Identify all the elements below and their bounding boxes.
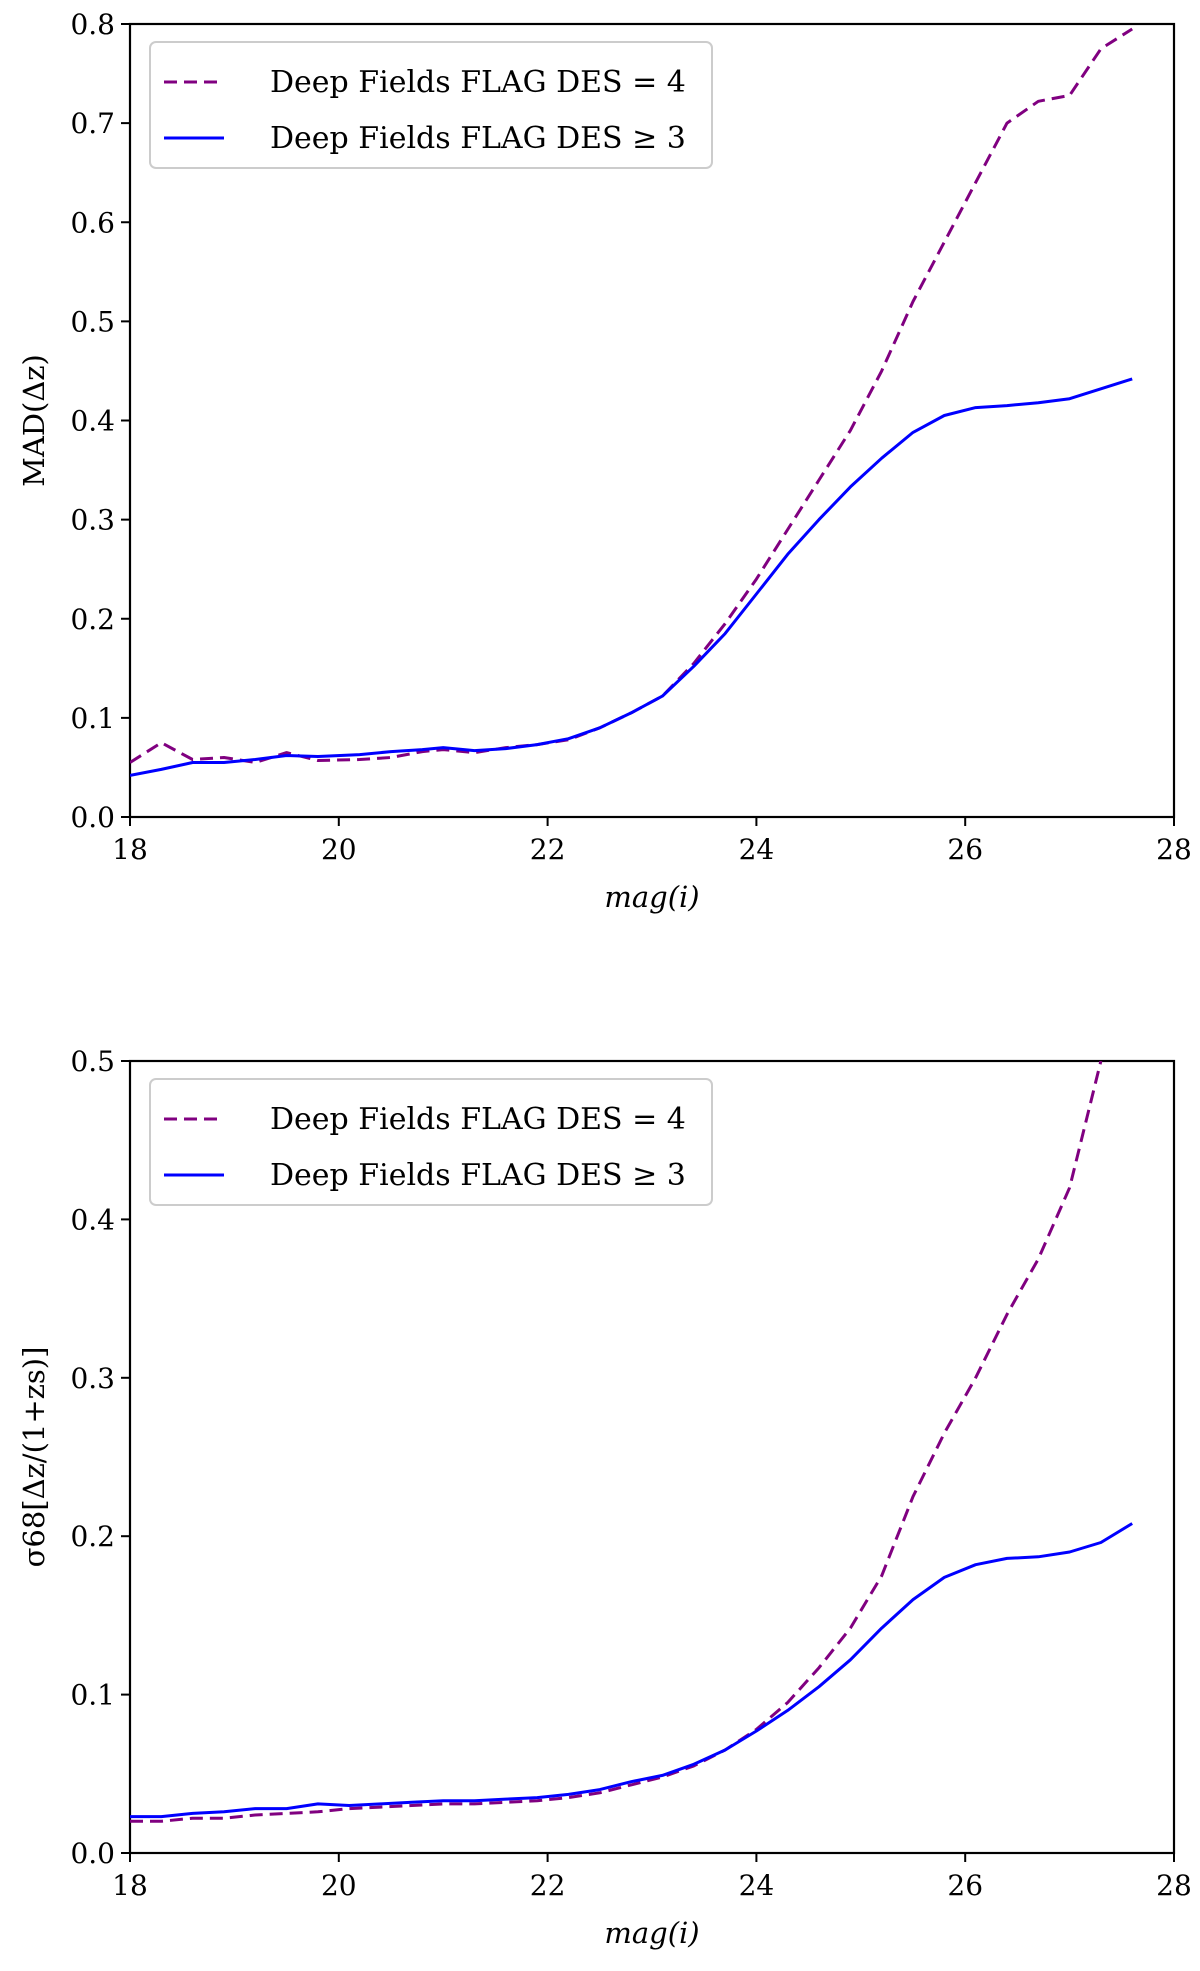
y-tick-label: 0.4: [70, 1203, 115, 1236]
x-tick-label: 26: [947, 1869, 983, 1902]
x-axis-label: mag(i): [604, 880, 699, 914]
legend-box: [149, 1078, 713, 1206]
legend-entry: Deep Fields FLAG DES = 4: [270, 65, 686, 100]
y-tick-label: 0.1: [70, 702, 115, 735]
x-tick-label: 24: [739, 1869, 775, 1902]
y-tick-label: 0.3: [70, 504, 115, 537]
y-axis-label: σ68[Δz/(1+zs)]: [17, 1347, 51, 1568]
bottom-chart-panel: 18 20 22 24 26 28 0.0 0.1 0.2 0.3 0.4 0.5 mag(i) σ68[…: [17, 1045, 1192, 1950]
x-tick-label: 18: [112, 1869, 148, 1902]
y-tick-label: 0.2: [70, 603, 115, 636]
x-tick-label: 28: [1156, 1869, 1192, 1902]
legend: Deep Fields FLAG DES = 4 Deep Fields FLAG…: [149, 41, 713, 169]
x-tick-label: 26: [947, 833, 983, 866]
x-tick-label: 28: [1156, 833, 1192, 866]
series-line-flag-des-4: [130, 1061, 1103, 1823]
y-tick-label: 0.0: [70, 801, 115, 834]
x-tick-label: 18: [112, 833, 148, 866]
y-tick-label: 0.8: [70, 8, 115, 41]
legend-entry: Deep Fields FLAG DES ≥ 3: [270, 1158, 686, 1193]
y-tick-label: 0.2: [70, 1520, 115, 1553]
x-tick-label: 24: [739, 833, 775, 866]
x-tick-label: 20: [321, 1869, 357, 1902]
y-tick-label: 0.6: [70, 206, 115, 239]
y-axis-label: MAD(Δz): [17, 354, 51, 487]
x-axis-label: mag(i): [604, 1916, 699, 1950]
legend: Deep Fields FLAG DES = 4 Deep Fields FLAG…: [149, 1078, 713, 1206]
series-line-flag-des-ge-3: [130, 377, 1133, 777]
y-tick-label: 0.5: [70, 1045, 115, 1078]
y-tick-label: 0.0: [70, 1837, 115, 1870]
top-chart-panel: 18 20 22 24 26 28 0.0 0.1 0.2 0.3 0.4 0.5 0.6 0.7 0.8 m…: [17, 8, 1192, 914]
legend-box: [149, 41, 713, 169]
y-tick-label: 0.3: [70, 1362, 115, 1395]
plot-frame: [128, 1059, 1176, 1855]
legend-entry: Deep Fields FLAG DES ≥ 3: [270, 121, 686, 156]
y-tick-label: 0.4: [70, 405, 115, 438]
x-tick-label: 22: [530, 833, 566, 866]
y-tick-label: 0.5: [70, 305, 115, 338]
y-tick-label: 0.7: [70, 107, 115, 140]
x-tick-label: 22: [530, 1869, 566, 1902]
x-tick-label: 20: [321, 833, 357, 866]
y-tick-label: 0.1: [70, 1679, 115, 1712]
legend-entry: Deep Fields FLAG DES = 4: [270, 1102, 686, 1137]
series-line-flag-des-ge-3: [130, 1522, 1133, 1819]
